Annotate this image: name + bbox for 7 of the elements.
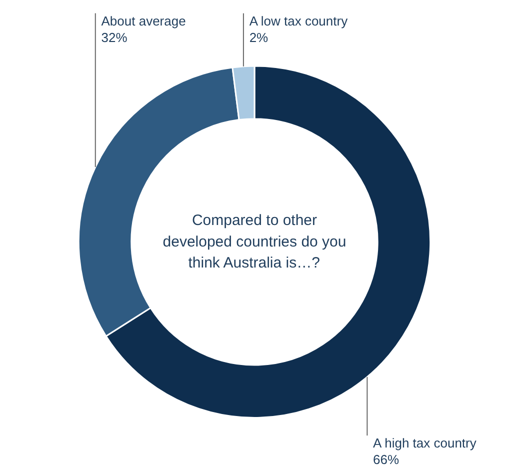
data-label: 2% <box>249 30 269 45</box>
data-label: 66% <box>373 452 400 468</box>
text: Compared to other developed countries do you think Australia is…? <box>162 212 346 272</box>
slice-label: A high tax country <box>373 436 477 451</box>
slice-label: A low tax country <box>249 13 348 28</box>
slice-label: About average <box>101 13 186 28</box>
data-label: 32% <box>101 30 128 45</box>
